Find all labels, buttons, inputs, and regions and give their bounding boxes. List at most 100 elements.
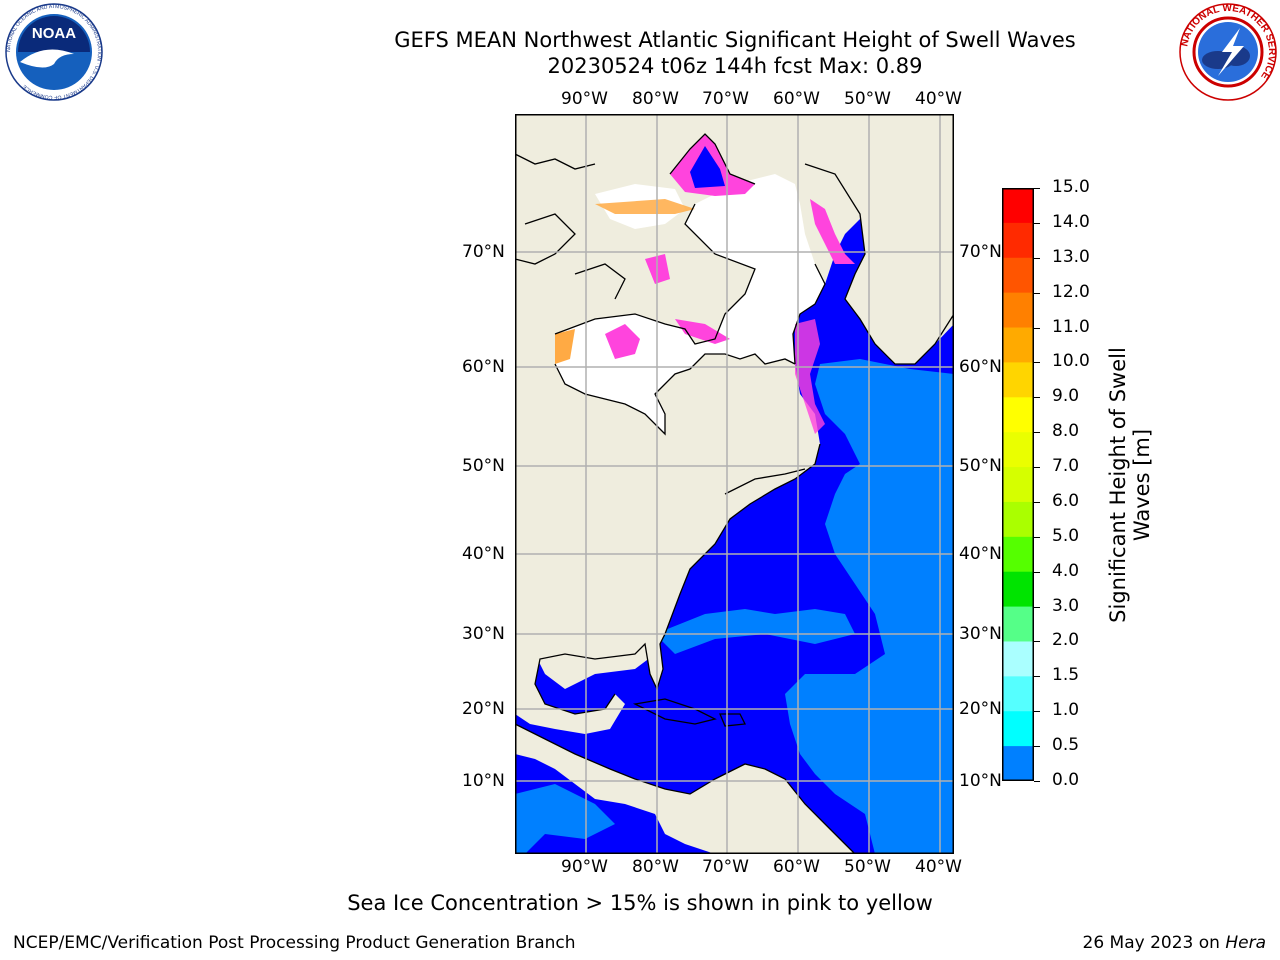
sea-ice-area bbox=[675, 319, 730, 344]
florida-land bbox=[645, 644, 663, 689]
map-subtitle: 20230524 t06z 144h fcst Max: 0.89 bbox=[547, 54, 923, 78]
colorbar-bin bbox=[1002, 676, 1034, 712]
lat-label-left: 20°N bbox=[462, 699, 505, 719]
noaa-logo-text: NOAA bbox=[32, 25, 76, 42]
generation-date-text: 26 May 2023 on bbox=[1082, 933, 1226, 953]
colorbar-bin bbox=[1002, 641, 1034, 677]
map-plot bbox=[515, 114, 954, 854]
colorbar-bin bbox=[1002, 571, 1034, 608]
sea-ice-area bbox=[795, 319, 825, 434]
lat-label-right: 10°N bbox=[959, 771, 1002, 791]
sea-ice-area bbox=[605, 324, 640, 359]
colorbar-tick bbox=[1034, 467, 1040, 469]
lon-label-bottom: 60°W bbox=[773, 857, 820, 877]
sea-ice-area bbox=[595, 199, 695, 214]
lon-label-top: 70°W bbox=[702, 89, 749, 109]
colorbar-tick bbox=[1034, 571, 1040, 573]
lon-label-bottom: 50°W bbox=[844, 857, 891, 877]
colorbar-tick bbox=[1034, 711, 1040, 713]
lat-label-right: 20°N bbox=[959, 699, 1002, 719]
colorbar-tick-label: 1.0 bbox=[1052, 700, 1080, 721]
colorbar-title: Significant Height of Swell Waves [m] bbox=[1106, 347, 1154, 623]
colorbar-bin bbox=[1002, 606, 1034, 642]
colorbar-tick-label: 4.0 bbox=[1052, 560, 1080, 581]
colorbar-tick bbox=[1034, 327, 1040, 329]
colorbar-tick-label: 12.0 bbox=[1052, 281, 1090, 302]
lat-label-left: 40°N bbox=[462, 544, 505, 564]
lon-label-bottom: 40°W bbox=[915, 857, 962, 877]
lat-label-left: 50°N bbox=[462, 456, 505, 476]
generation-date: 26 May 2023 on Hera bbox=[1083, 933, 1267, 953]
greenland-land bbox=[805, 114, 954, 364]
colorbar-bin bbox=[1002, 327, 1034, 363]
ocean-mid-swell-area bbox=[785, 359, 954, 854]
map-title: GEFS MEAN Northwest Atlantic Significant… bbox=[394, 28, 1076, 52]
lat-label-right: 30°N bbox=[959, 624, 1002, 644]
lat-label-right: 70°N bbox=[959, 242, 1002, 262]
colorbar-bin bbox=[1002, 188, 1034, 224]
map-border bbox=[515, 114, 954, 854]
colorbar-tick-label: 10.0 bbox=[1052, 351, 1090, 372]
colorbar-tick bbox=[1034, 397, 1040, 399]
colorbar-tick-label: 5.0 bbox=[1052, 525, 1080, 546]
lon-label-top: 80°W bbox=[632, 89, 679, 109]
sea-ice-area bbox=[810, 199, 855, 264]
lon-label-top: 50°W bbox=[844, 89, 891, 109]
colorbar-border bbox=[1002, 188, 1034, 781]
lon-label-bottom: 70°W bbox=[702, 857, 749, 877]
colorbar-bin bbox=[1002, 292, 1034, 329]
lat-label-right: 40°N bbox=[959, 544, 1002, 564]
sea-ice-area bbox=[555, 329, 575, 364]
central-america-land bbox=[515, 724, 855, 854]
lat-label-right: 60°N bbox=[959, 357, 1002, 377]
no-data-area bbox=[555, 174, 825, 434]
colorbar-tick-label: 7.0 bbox=[1052, 456, 1080, 477]
colorbar-tick-label: 11.0 bbox=[1052, 316, 1090, 337]
colorbar-tick bbox=[1034, 676, 1040, 678]
ocean-mid-swell-area bbox=[655, 609, 855, 654]
colorbar-tick bbox=[1034, 188, 1040, 189]
colorbar-tick-label: 13.0 bbox=[1052, 246, 1090, 267]
nws-logo-icon: NATIONAL WEATHER SERVICE bbox=[1179, 3, 1277, 101]
lon-label-top: 40°W bbox=[915, 89, 962, 109]
colorbar-tick bbox=[1034, 641, 1040, 643]
colorbar-tick-label: 6.0 bbox=[1052, 490, 1080, 511]
colorbar-bin bbox=[1002, 467, 1034, 503]
colorbar-tick-label: 9.0 bbox=[1052, 386, 1080, 407]
lat-label-left: 70°N bbox=[462, 242, 505, 262]
colorbar-bin bbox=[1002, 746, 1034, 781]
lat-label-right: 50°N bbox=[959, 456, 1002, 476]
noaa-logo-icon: NOAA NATIONAL OCEANIC AND ATMOSPHERIC AD… bbox=[5, 3, 103, 101]
producer-credit: NCEP/EMC/Verification Post Processing Pr… bbox=[13, 933, 576, 953]
colorbar-bin bbox=[1002, 397, 1034, 433]
colorbar-tick-label: 1.5 bbox=[1052, 665, 1080, 686]
colorbar-tick-label: 2.0 bbox=[1052, 630, 1080, 651]
colorbar-bin bbox=[1002, 711, 1034, 747]
colorbar-tick bbox=[1034, 781, 1040, 782]
lat-label-left: 10°N bbox=[462, 771, 505, 791]
colorbar-tick-label: 15.0 bbox=[1052, 177, 1090, 197]
colorbar-tick bbox=[1034, 222, 1040, 224]
colorbar-tick-label: 8.0 bbox=[1052, 421, 1080, 442]
lat-label-left: 60°N bbox=[462, 357, 505, 377]
colorbar-tick bbox=[1034, 606, 1040, 608]
colorbar-tick-label: 3.0 bbox=[1052, 595, 1080, 616]
colorbar-tick bbox=[1034, 536, 1040, 538]
colorbar bbox=[1002, 188, 1034, 781]
colorbar-tick-label: 0.5 bbox=[1052, 735, 1080, 756]
colorbar-tick bbox=[1034, 362, 1040, 364]
colorbar-tick-label: 14.0 bbox=[1052, 211, 1090, 232]
colorbar-bin bbox=[1002, 432, 1034, 468]
lon-label-top: 90°W bbox=[561, 89, 608, 109]
graticule bbox=[515, 114, 954, 854]
coastlines bbox=[515, 133, 954, 854]
colorbar-tick-label: 0.0 bbox=[1052, 770, 1080, 790]
lat-label-left: 30°N bbox=[462, 624, 505, 644]
lon-label-bottom: 80°W bbox=[632, 857, 679, 877]
lon-label-bottom: 90°W bbox=[561, 857, 608, 877]
colorbar-bin bbox=[1002, 501, 1034, 538]
colorbar-tick bbox=[1034, 257, 1040, 259]
colorbar-bin bbox=[1002, 362, 1034, 398]
colorbar-tick bbox=[1034, 501, 1040, 503]
ocean-mid-swell-area bbox=[515, 784, 615, 854]
